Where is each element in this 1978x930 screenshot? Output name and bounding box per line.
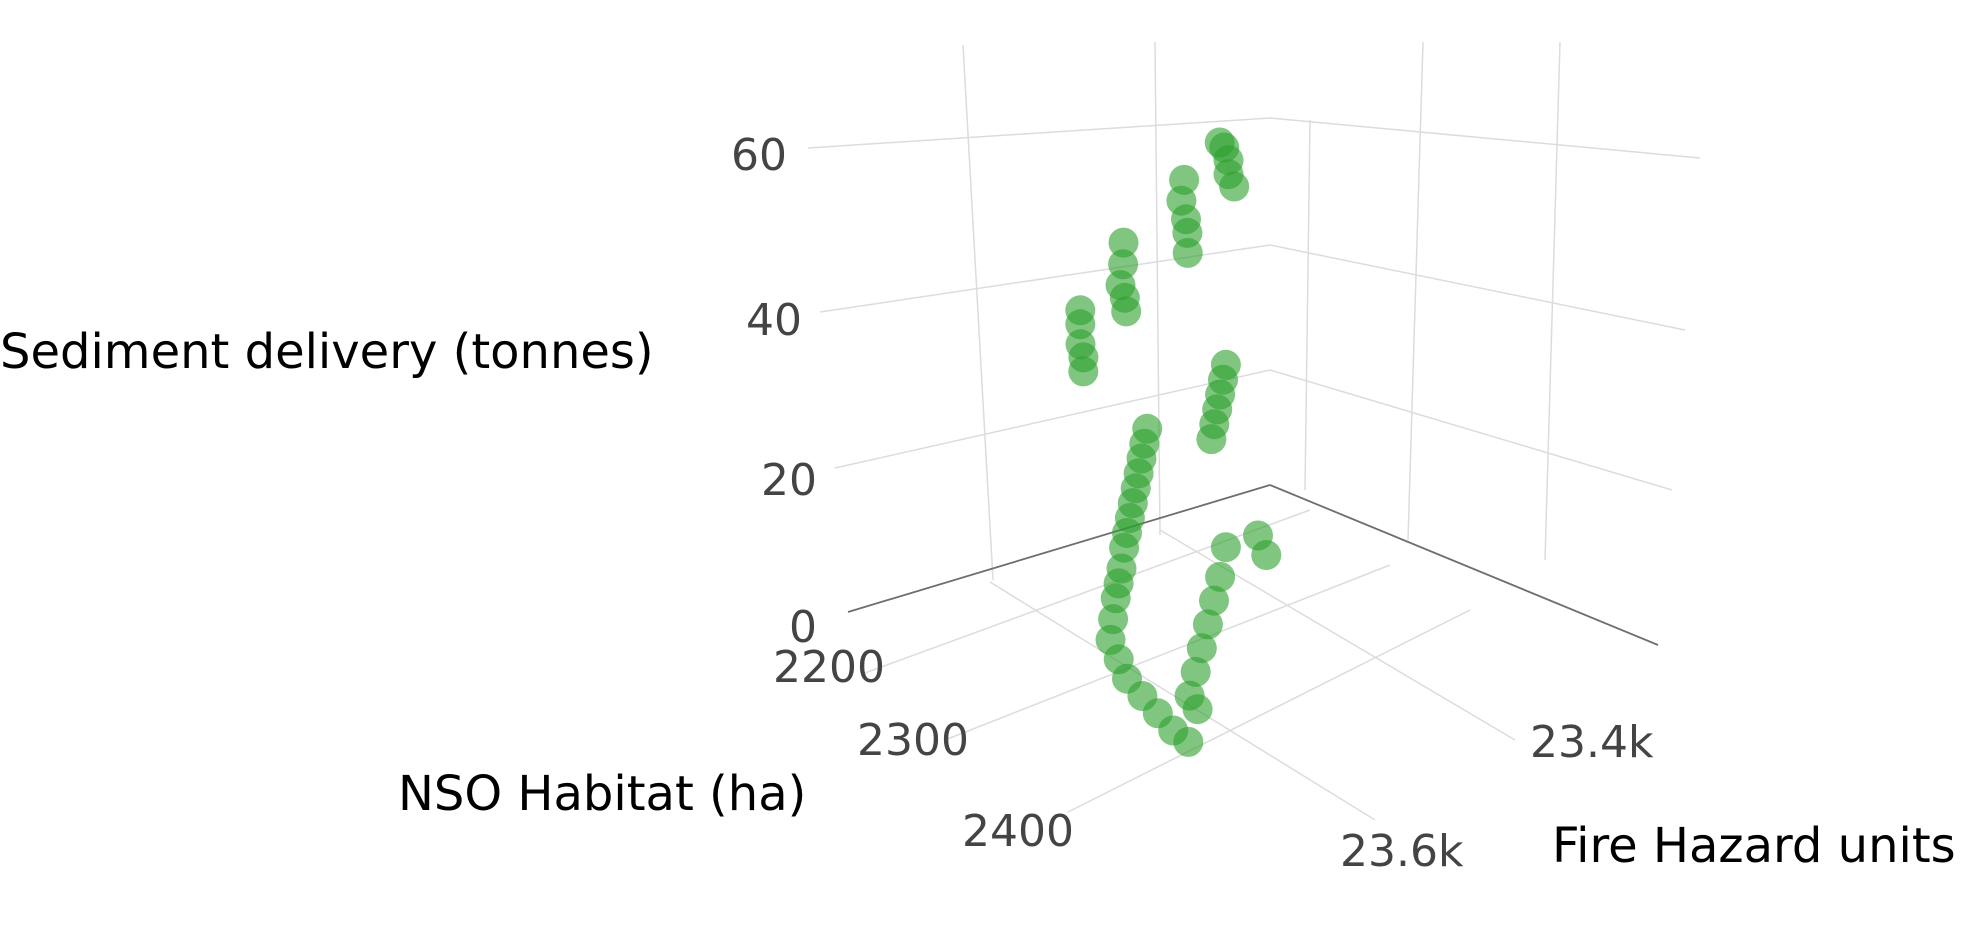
grid-line	[1269, 369, 1673, 491]
grid-line	[1067, 609, 1471, 813]
y-tick-label: 2300	[857, 715, 969, 766]
data-point[interactable]	[1182, 694, 1213, 725]
data-point[interactable]	[1192, 609, 1223, 640]
grid-line	[1544, 41, 1561, 561]
z-tick-label: 60	[731, 130, 787, 181]
grid-line	[944, 564, 1391, 741]
grid-line	[1154, 41, 1161, 536]
data-point[interactable]	[1068, 356, 1099, 387]
grid-line	[834, 369, 1271, 469]
z-tick-label: 40	[746, 295, 802, 346]
data-point[interactable]	[1173, 726, 1204, 757]
grid-line	[962, 44, 994, 581]
y-tick-label: 2200	[773, 642, 885, 693]
grid-line	[1407, 41, 1424, 541]
data-point[interactable]	[1210, 532, 1241, 563]
data-point[interactable]	[1186, 633, 1217, 664]
grid-line	[1269, 117, 1701, 159]
y-tick-label: 2400	[962, 806, 1074, 857]
grid-lines	[807, 41, 1701, 821]
x-tick-label: 23.4k	[1530, 717, 1654, 768]
data-point[interactable]	[1219, 171, 1250, 202]
axis-lines	[847, 484, 1659, 646]
scatter-points	[1065, 127, 1282, 757]
z-axis-ticks: 60 40 20 0	[731, 130, 817, 653]
x-axis-line	[1269, 484, 1659, 646]
data-point[interactable]	[1180, 656, 1211, 687]
z-axis-title: Sediment delivery (tonnes)	[0, 324, 654, 380]
grid-line	[807, 117, 1271, 149]
data-point[interactable]	[1111, 296, 1142, 327]
y-axis-title: NSO Habitat (ha)	[398, 766, 806, 822]
z-tick-label: 0	[789, 602, 817, 653]
data-point[interactable]	[1251, 540, 1282, 570]
data-point[interactable]	[1172, 237, 1203, 268]
data-point[interactable]	[1199, 585, 1229, 616]
grid-line	[1269, 244, 1686, 331]
y-axis-line	[847, 484, 1271, 613]
data-point[interactable]	[1108, 227, 1139, 258]
x-axis-ticks: 23.4k 23.6k	[1340, 717, 1654, 877]
grid-line	[1304, 119, 1311, 491]
data-point[interactable]	[1196, 424, 1227, 455]
y-axis-ticks: 2200 2300 2400	[773, 642, 1074, 857]
data-point[interactable]	[1205, 561, 1236, 592]
x-axis-title: Fire Hazard units	[1552, 818, 1956, 874]
x-tick-label: 23.6k	[1340, 826, 1464, 877]
z-tick-label: 20	[761, 455, 817, 506]
